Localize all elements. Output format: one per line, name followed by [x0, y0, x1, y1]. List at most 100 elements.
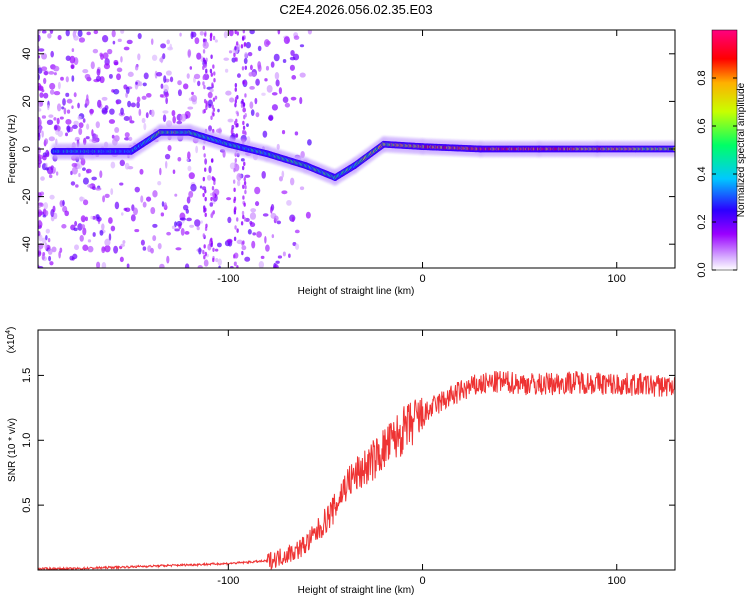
- snr-frame: [37, 329, 676, 571]
- noise-dot: [166, 255, 170, 264]
- noise-dot: [210, 213, 214, 219]
- noise-dot: [277, 30, 281, 35]
- noise-dot: [276, 220, 282, 225]
- noise-dot: [191, 91, 194, 96]
- noise-dot: [90, 215, 94, 220]
- noise-dot: [266, 85, 273, 93]
- noise-dot: [80, 157, 86, 166]
- noise-dot: [228, 50, 233, 54]
- noise-dot: [172, 115, 176, 124]
- noise-dot: [60, 76, 64, 81]
- noise-dot: [233, 254, 236, 259]
- noise-dot: [255, 78, 260, 86]
- noise-dot: [145, 112, 149, 119]
- noise-dot: [235, 123, 238, 128]
- noise-dot: [203, 153, 206, 158]
- colorbar-tick-label: 0.6: [696, 118, 708, 133]
- noise-dot: [214, 248, 219, 252]
- noise-dot: [49, 82, 56, 90]
- noise-dot: [234, 57, 237, 62]
- noise-dot: [242, 80, 245, 85]
- noise-dot: [174, 228, 180, 232]
- noise-dot: [53, 212, 58, 220]
- noise-dot: [275, 260, 280, 264]
- noise-dot: [218, 265, 221, 268]
- noise-dot: [62, 98, 66, 106]
- noise-dot: [137, 53, 141, 61]
- noise-dot: [62, 199, 65, 207]
- noise-dot: [43, 70, 49, 76]
- noise-dot: [166, 39, 170, 45]
- noise-dot: [41, 30, 47, 34]
- snr-multiplier: (x104): [5, 327, 17, 354]
- snr-xlabel: Height of straight line (km): [298, 585, 415, 596]
- noise-dot: [290, 50, 295, 56]
- noise-dot: [187, 49, 192, 57]
- noise-dot: [176, 120, 183, 125]
- noise-dot: [236, 112, 239, 117]
- noise-dot: [204, 196, 207, 202]
- noise-dot: [203, 208, 206, 213]
- x-tick-label: 0: [419, 273, 425, 285]
- noise-dot: [244, 189, 247, 195]
- noise-dot: [138, 108, 142, 117]
- noise-dot: [233, 167, 236, 173]
- noise-dot: [299, 72, 306, 78]
- noise-dot: [282, 251, 286, 257]
- noise-dot: [244, 65, 247, 70]
- noise-dot: [209, 88, 214, 93]
- noise-dot: [38, 209, 43, 217]
- noise-dot: [202, 176, 206, 182]
- noise-dot: [234, 102, 237, 108]
- noise-dot: [99, 52, 103, 57]
- noise-dot: [43, 92, 49, 99]
- noise-dot: [202, 192, 205, 198]
- noise-dot: [71, 257, 75, 261]
- noise-dot: [87, 184, 93, 188]
- noise-dot: [162, 110, 169, 114]
- noise-dot: [123, 46, 130, 51]
- noise-dot: [268, 114, 274, 121]
- noise-dot: [207, 174, 212, 181]
- noise-dot: [92, 215, 96, 220]
- noise-dot: [243, 180, 247, 186]
- noise-dot: [271, 92, 278, 96]
- noise-dot: [61, 106, 65, 110]
- noise-dot: [242, 214, 245, 220]
- noise-dot: [190, 94, 198, 103]
- noise-dot: [202, 38, 206, 43]
- noise-dot: [74, 244, 80, 251]
- noise-dot: [234, 158, 238, 163]
- noise-dot: [169, 76, 174, 83]
- noise-dot: [123, 115, 130, 121]
- noise-dot: [92, 232, 96, 237]
- noise-dot: [85, 136, 90, 140]
- x-tick-label: 0: [419, 575, 425, 587]
- noise-dot: [215, 257, 219, 263]
- noise-dot: [119, 182, 124, 186]
- noise-dot: [96, 261, 101, 268]
- noise-dot: [229, 265, 234, 268]
- noise-dot: [204, 32, 207, 37]
- noise-dot: [203, 84, 206, 90]
- noise-dot: [38, 133, 41, 137]
- noise-dot: [52, 166, 57, 174]
- noise-dot: [234, 206, 237, 211]
- snr-series-line: [38, 371, 675, 570]
- noise-dot: [242, 184, 245, 189]
- noise-dot: [262, 213, 269, 217]
- noise-dot: [205, 102, 208, 107]
- noise-dot: [65, 76, 69, 83]
- noise-dot: [113, 245, 119, 254]
- noise-dot: [38, 30, 41, 35]
- noise-dot: [90, 61, 95, 70]
- spectrogram-xlabel: Height of straight line (km): [298, 286, 415, 297]
- noise-dot: [249, 101, 254, 109]
- noise-dot: [50, 50, 54, 58]
- noise-dot: [159, 263, 165, 268]
- colorbar-gradient: [711, 29, 738, 271]
- noise-dot: [223, 31, 228, 39]
- noise-dot: [199, 31, 205, 36]
- noise-dot: [275, 79, 280, 87]
